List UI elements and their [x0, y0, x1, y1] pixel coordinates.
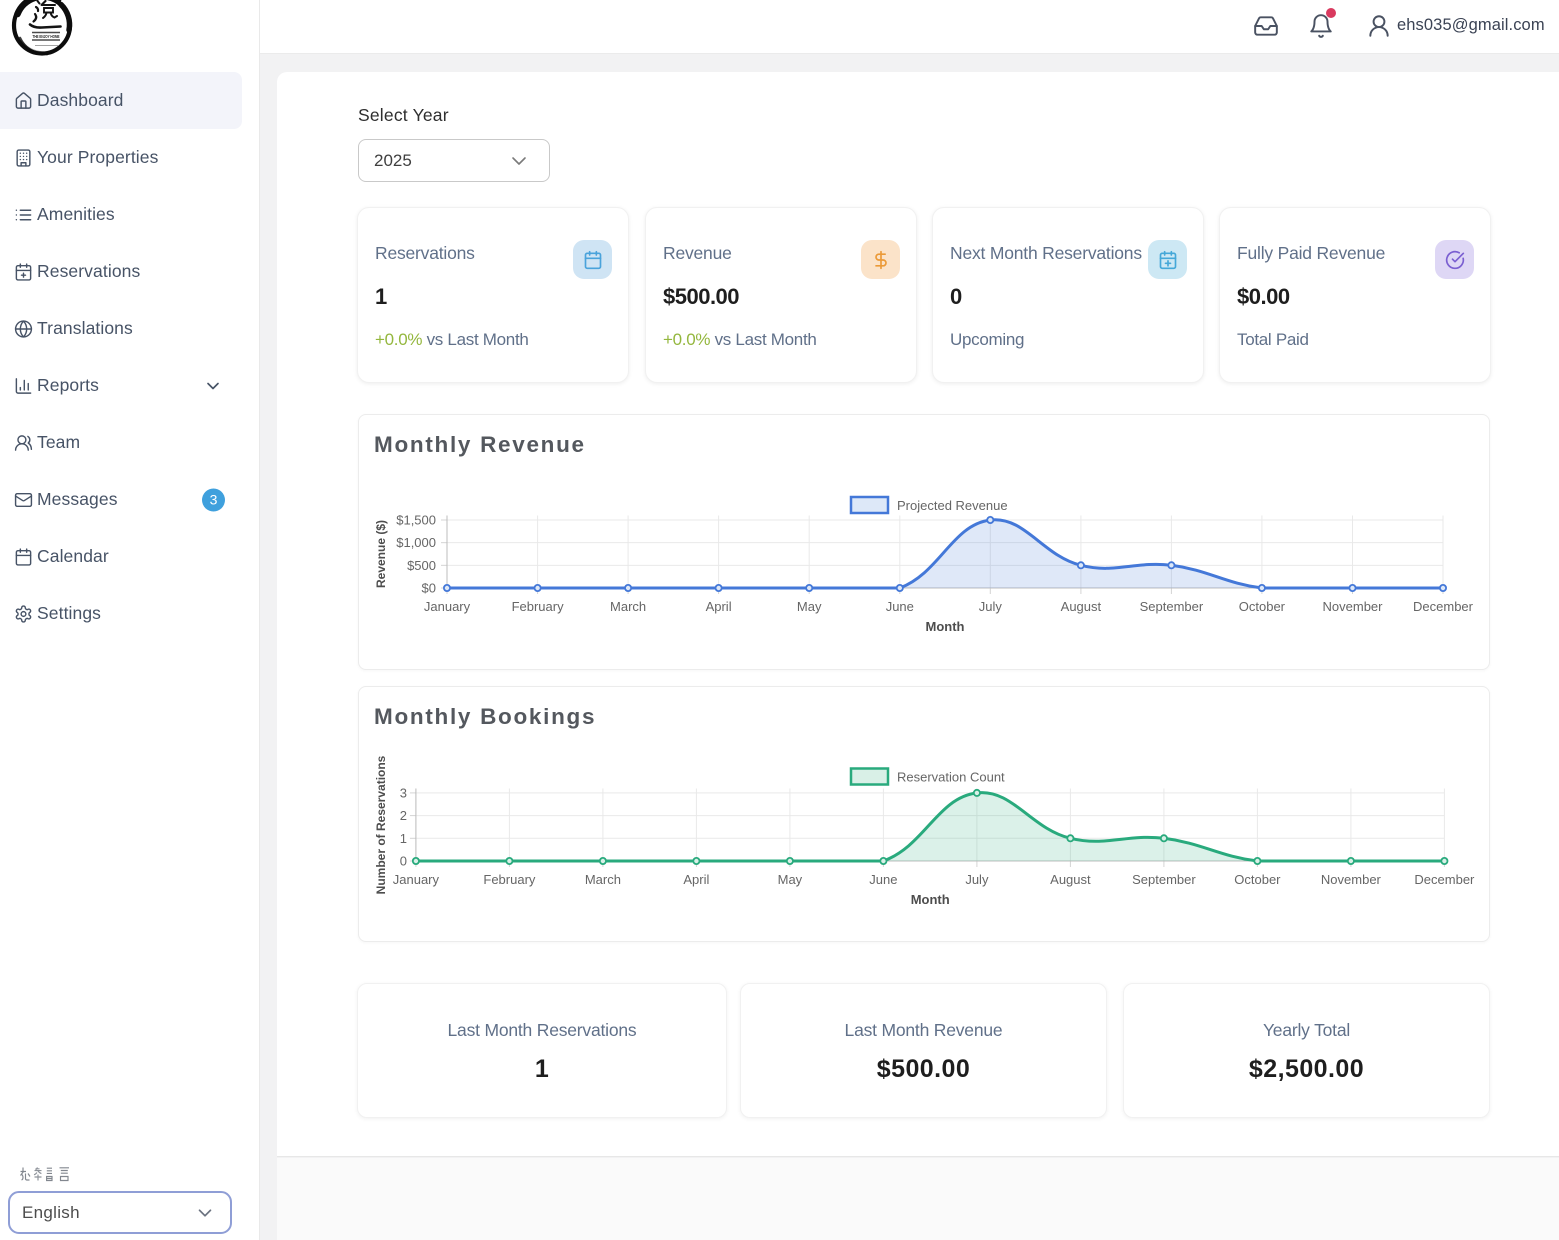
- svg-text:August: August: [1061, 599, 1102, 614]
- svg-text:Number of Reservations: Number of Reservations: [374, 755, 388, 894]
- svg-text:Revenue ($): Revenue ($): [374, 520, 388, 588]
- svg-text:February: February: [483, 872, 536, 887]
- svg-text:December: December: [1413, 599, 1474, 614]
- svg-text:May: May: [797, 599, 822, 614]
- svg-text:September: September: [1140, 599, 1204, 614]
- svg-text:2: 2: [400, 808, 407, 823]
- svg-text:May: May: [778, 872, 803, 887]
- svg-text:Month: Month: [926, 619, 965, 634]
- svg-text:March: March: [610, 599, 646, 614]
- svg-text:November: November: [1323, 599, 1384, 614]
- svg-text:$500: $500: [407, 558, 436, 573]
- svg-text:$1,000: $1,000: [396, 535, 436, 550]
- svg-text:March: March: [585, 872, 621, 887]
- svg-text:January: January: [393, 872, 440, 887]
- svg-text:April: April: [683, 872, 709, 887]
- svg-text:June: June: [869, 872, 897, 887]
- svg-text:November: November: [1321, 872, 1382, 887]
- svg-text:October: October: [1234, 872, 1281, 887]
- svg-text:August: August: [1050, 872, 1091, 887]
- svg-text:October: October: [1239, 599, 1286, 614]
- svg-text:April: April: [706, 599, 732, 614]
- svg-text:September: September: [1132, 872, 1196, 887]
- svg-text:3: 3: [400, 785, 407, 800]
- svg-text:February: February: [512, 599, 565, 614]
- svg-text:June: June: [886, 599, 914, 614]
- svg-text:Reservation Count: Reservation Count: [897, 770, 1005, 785]
- svg-text:1: 1: [400, 831, 407, 846]
- svg-text:July: July: [979, 599, 1003, 614]
- svg-text:July: July: [965, 872, 989, 887]
- svg-text:$0: $0: [422, 581, 436, 596]
- svg-text:0: 0: [400, 854, 407, 869]
- svg-text:December: December: [1414, 872, 1475, 887]
- svg-text:Month: Month: [911, 892, 950, 907]
- svg-text:THE ENJOY HOME: THE ENJOY HOME: [33, 34, 60, 39]
- svg-text:January: January: [424, 599, 471, 614]
- svg-text:$1,500: $1,500: [396, 513, 436, 528]
- svg-text:Projected Revenue: Projected Revenue: [897, 498, 1008, 513]
